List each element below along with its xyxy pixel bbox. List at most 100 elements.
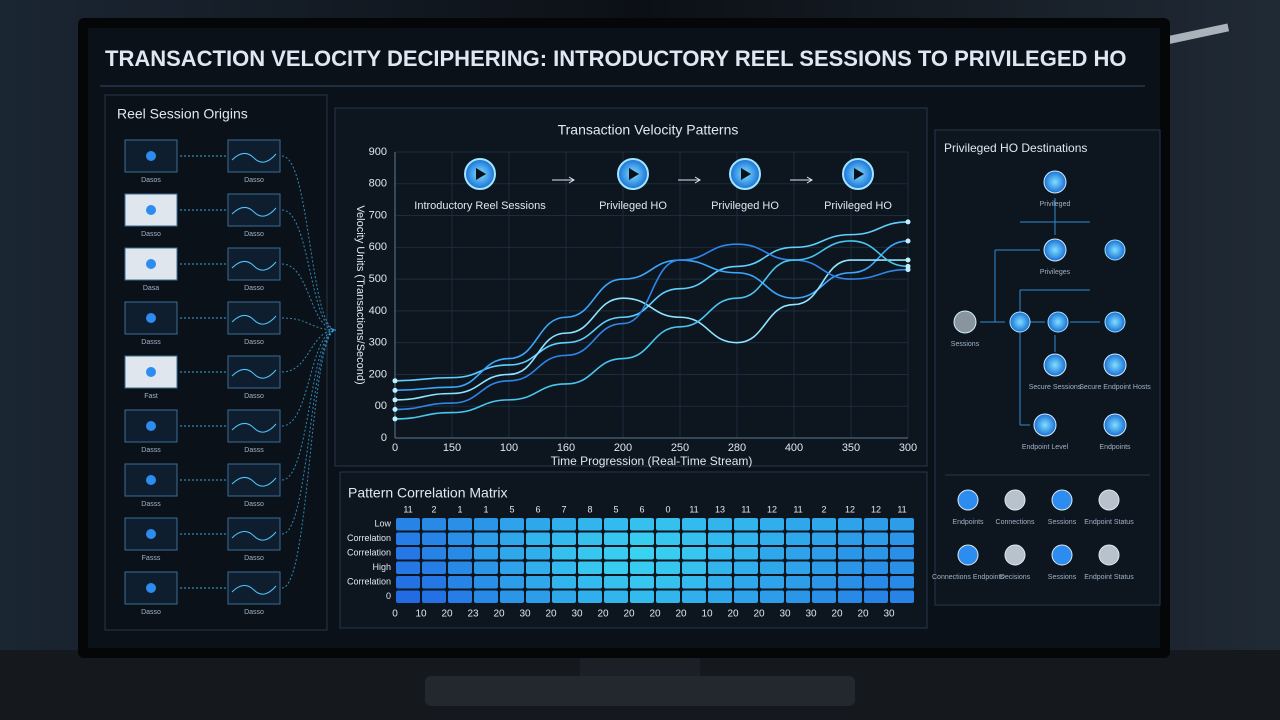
matrix-cell bbox=[760, 532, 784, 545]
y-tick-label: 200 bbox=[369, 368, 387, 380]
matrix-cell bbox=[396, 518, 420, 531]
column-label: 30 bbox=[805, 609, 817, 620]
column-label: 20 bbox=[727, 609, 739, 620]
x-tick-label: 150 bbox=[443, 442, 461, 454]
matrix-cell bbox=[578, 576, 602, 589]
x-tick-label: 280 bbox=[728, 442, 746, 454]
flow-icon bbox=[1047, 311, 1069, 333]
matrix-cell bbox=[786, 561, 810, 574]
y-tick-label: 600 bbox=[369, 241, 387, 253]
matrix-cell bbox=[864, 518, 888, 531]
matrix-cell bbox=[786, 590, 810, 603]
matrix-cell bbox=[604, 532, 628, 545]
y-tick-label: 900 bbox=[369, 146, 387, 158]
y-tick-label: 800 bbox=[369, 178, 387, 190]
stage-label: Privileged HO bbox=[711, 200, 779, 212]
matrix-cell bbox=[760, 590, 784, 603]
matrix-cell bbox=[474, 561, 498, 574]
column-label: 12 bbox=[871, 504, 881, 514]
matrix-cell bbox=[890, 576, 914, 589]
line-endpoint bbox=[392, 397, 398, 403]
thumbnail-label: Dasso bbox=[244, 555, 264, 562]
play-glyph bbox=[476, 168, 486, 180]
column-label: 11 bbox=[689, 504, 698, 514]
matrix-cell bbox=[708, 518, 732, 531]
thumbnail-label: Dasso bbox=[141, 231, 161, 238]
line-endpoint bbox=[392, 378, 398, 384]
dashboard-title: TRANSACTION VELOCITY DECIPHERING: INTROD… bbox=[105, 46, 1127, 71]
thumbnail-label: Dasso bbox=[141, 609, 161, 616]
monitor-stand bbox=[425, 676, 855, 706]
thumbnail-label: Dasss bbox=[141, 501, 161, 508]
column-label: 30 bbox=[571, 609, 583, 620]
matrix-cell bbox=[682, 590, 706, 603]
matrix-cell bbox=[656, 547, 680, 560]
column-label: 6 bbox=[535, 504, 540, 514]
column-label: 20 bbox=[857, 609, 869, 620]
thumbnail-label: Dasso bbox=[244, 285, 264, 292]
stage-label: Privileged HO bbox=[824, 200, 892, 212]
line-endpoint bbox=[905, 257, 911, 263]
matrix-cell bbox=[474, 590, 498, 603]
thumbnail-label: Dasso bbox=[244, 177, 264, 184]
matrix-cell bbox=[396, 590, 420, 603]
line-endpoint bbox=[392, 406, 398, 412]
node-label: Secure Sessions bbox=[1029, 384, 1082, 391]
column-label: 20 bbox=[675, 609, 687, 620]
matrix-cell bbox=[422, 561, 446, 574]
status-icon bbox=[1051, 489, 1073, 511]
destination-node bbox=[1043, 170, 1067, 194]
matrix-cell bbox=[526, 561, 550, 574]
matrix-cell bbox=[786, 532, 810, 545]
matrix-cell bbox=[838, 561, 862, 574]
thumbnail-icon bbox=[146, 475, 156, 485]
column-label: 11 bbox=[741, 504, 750, 514]
connector bbox=[281, 317, 337, 331]
column-label: 7 bbox=[561, 504, 566, 514]
matrix-cell bbox=[552, 547, 576, 560]
column-label: 30 bbox=[519, 609, 531, 620]
velocity-line bbox=[394, 221, 909, 382]
matrix-cell bbox=[682, 561, 706, 574]
matrix-cell bbox=[448, 518, 472, 531]
matrix-cell bbox=[474, 576, 498, 589]
matrix-cell bbox=[812, 547, 836, 560]
destination-node bbox=[1043, 353, 1067, 377]
matrix-cell bbox=[656, 576, 680, 589]
stage-label: Privileged HO bbox=[599, 200, 667, 212]
matrix-cell bbox=[526, 547, 550, 560]
destination-node bbox=[1033, 413, 1057, 437]
matrix-cell bbox=[734, 561, 758, 574]
column-label: 11 bbox=[897, 504, 906, 514]
row-label: Correlation bbox=[347, 533, 391, 543]
matrix-cell bbox=[734, 518, 758, 531]
column-label: 20 bbox=[831, 609, 843, 620]
thumbnail-wave bbox=[231, 261, 277, 271]
matrix-cell bbox=[604, 518, 628, 531]
column-label: 20 bbox=[623, 609, 635, 620]
matrix-cell bbox=[526, 532, 550, 545]
status-label: Sessions bbox=[1048, 519, 1077, 526]
matrix-cell bbox=[552, 576, 576, 589]
destination-node bbox=[1043, 238, 1067, 262]
matrix-cell bbox=[786, 518, 810, 531]
thumbnail-label: Dasso bbox=[244, 231, 264, 238]
matrix-cell bbox=[864, 561, 888, 574]
thumbnail-label: Dasos bbox=[141, 177, 161, 184]
column-label: 20 bbox=[753, 609, 765, 620]
status-icon bbox=[957, 489, 979, 511]
status-label: Decisions bbox=[1000, 574, 1031, 581]
node-label: Privileged bbox=[1040, 201, 1071, 208]
matrix-cell bbox=[760, 576, 784, 589]
thumbnail-wave bbox=[231, 423, 277, 433]
thumbnail-wave bbox=[231, 315, 277, 325]
destination-node bbox=[953, 310, 977, 334]
column-label: 10 bbox=[415, 609, 427, 620]
matrix-title: Pattern Correlation Matrix bbox=[348, 485, 508, 501]
matrix-cell bbox=[422, 576, 446, 589]
matrix-cell bbox=[760, 518, 784, 531]
panel-title: Reel Session Origins bbox=[117, 106, 248, 122]
line-endpoint bbox=[905, 219, 911, 225]
